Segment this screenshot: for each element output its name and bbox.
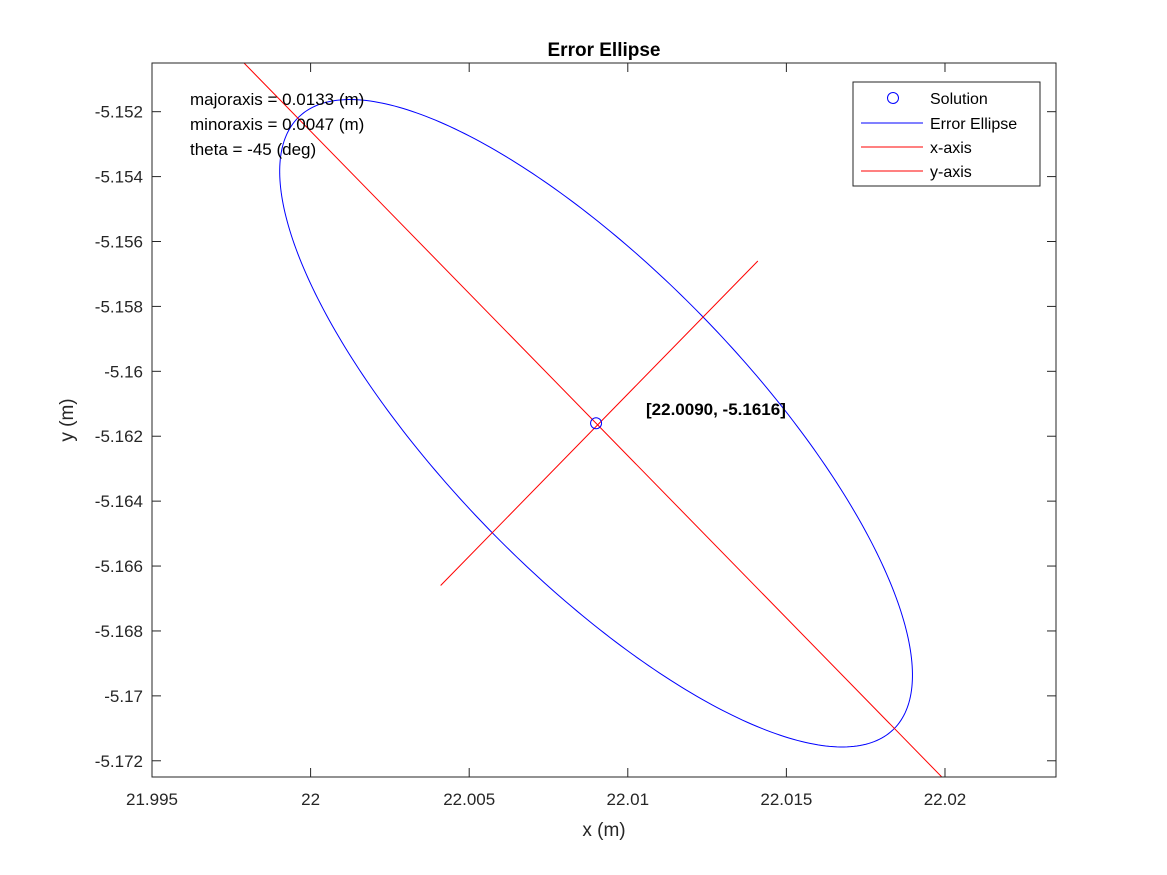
annotation-majoraxis: majoraxis = 0.0133 (m) — [190, 90, 364, 109]
y-tick-label: -5.154 — [95, 168, 143, 187]
x-tick-label: 22.015 — [760, 790, 812, 809]
y-tick-label: -5.152 — [95, 103, 143, 122]
annotation-theta: theta = -45 (deg) — [190, 140, 316, 159]
y-axis-label: y (m) — [57, 398, 78, 441]
x-tick-label: 22.005 — [443, 790, 495, 809]
y-tick-label: -5.172 — [95, 752, 143, 771]
legend-ellipse-label: Error Ellipse — [930, 116, 1017, 133]
y-axis-line — [440, 260, 759, 586]
y-tick-label: -5.16 — [104, 362, 143, 381]
annotation-minoraxis: minoraxis = 0.0047 (m) — [190, 115, 364, 134]
x-tick-label: 21.995 — [126, 790, 178, 809]
y-tick-label: -5.166 — [95, 557, 143, 576]
x-tick-label: 22 — [301, 790, 320, 809]
ticks-layer: 21.995 22 22.005 22.01 22.015 22.02 -5.152 -5.1… — [95, 63, 1056, 809]
legend-box — [852, 81, 1041, 187]
axes-box — [151, 62, 1057, 778]
legend-solution-label: Solution — [930, 91, 988, 108]
legend-solution-marker-icon — [887, 92, 899, 104]
y-tick-label: -5.17 — [104, 687, 143, 706]
legend: Solution Error Ellipse x-axis y-axis — [852, 81, 1041, 187]
x-tick-label: 22.02 — [924, 790, 967, 809]
solution-coordinate-label: [22.0090, -5.1616] — [646, 400, 786, 419]
legend-x-axis-label: x-axis — [930, 140, 972, 157]
legend-y-axis-label: y-axis — [930, 164, 972, 181]
data-layer — [243, 63, 943, 777]
y-tick-label: -5.168 — [95, 622, 143, 641]
solution-point — [590, 417, 603, 430]
x-axis-label: x (m) — [582, 820, 625, 841]
x-tick-label: 22.01 — [607, 790, 650, 809]
y-tick-label: -5.164 — [95, 492, 143, 511]
y-tick-label: -5.158 — [95, 297, 143, 316]
chart-title: Error Ellipse — [548, 40, 661, 61]
y-tick-label: -5.162 — [95, 427, 143, 446]
y-tick-label: -5.156 — [95, 233, 143, 252]
annotation-block: majoraxis = 0.0133 (m) minoraxis = 0.004… — [190, 90, 364, 159]
x-axis-line — [243, 63, 943, 777]
